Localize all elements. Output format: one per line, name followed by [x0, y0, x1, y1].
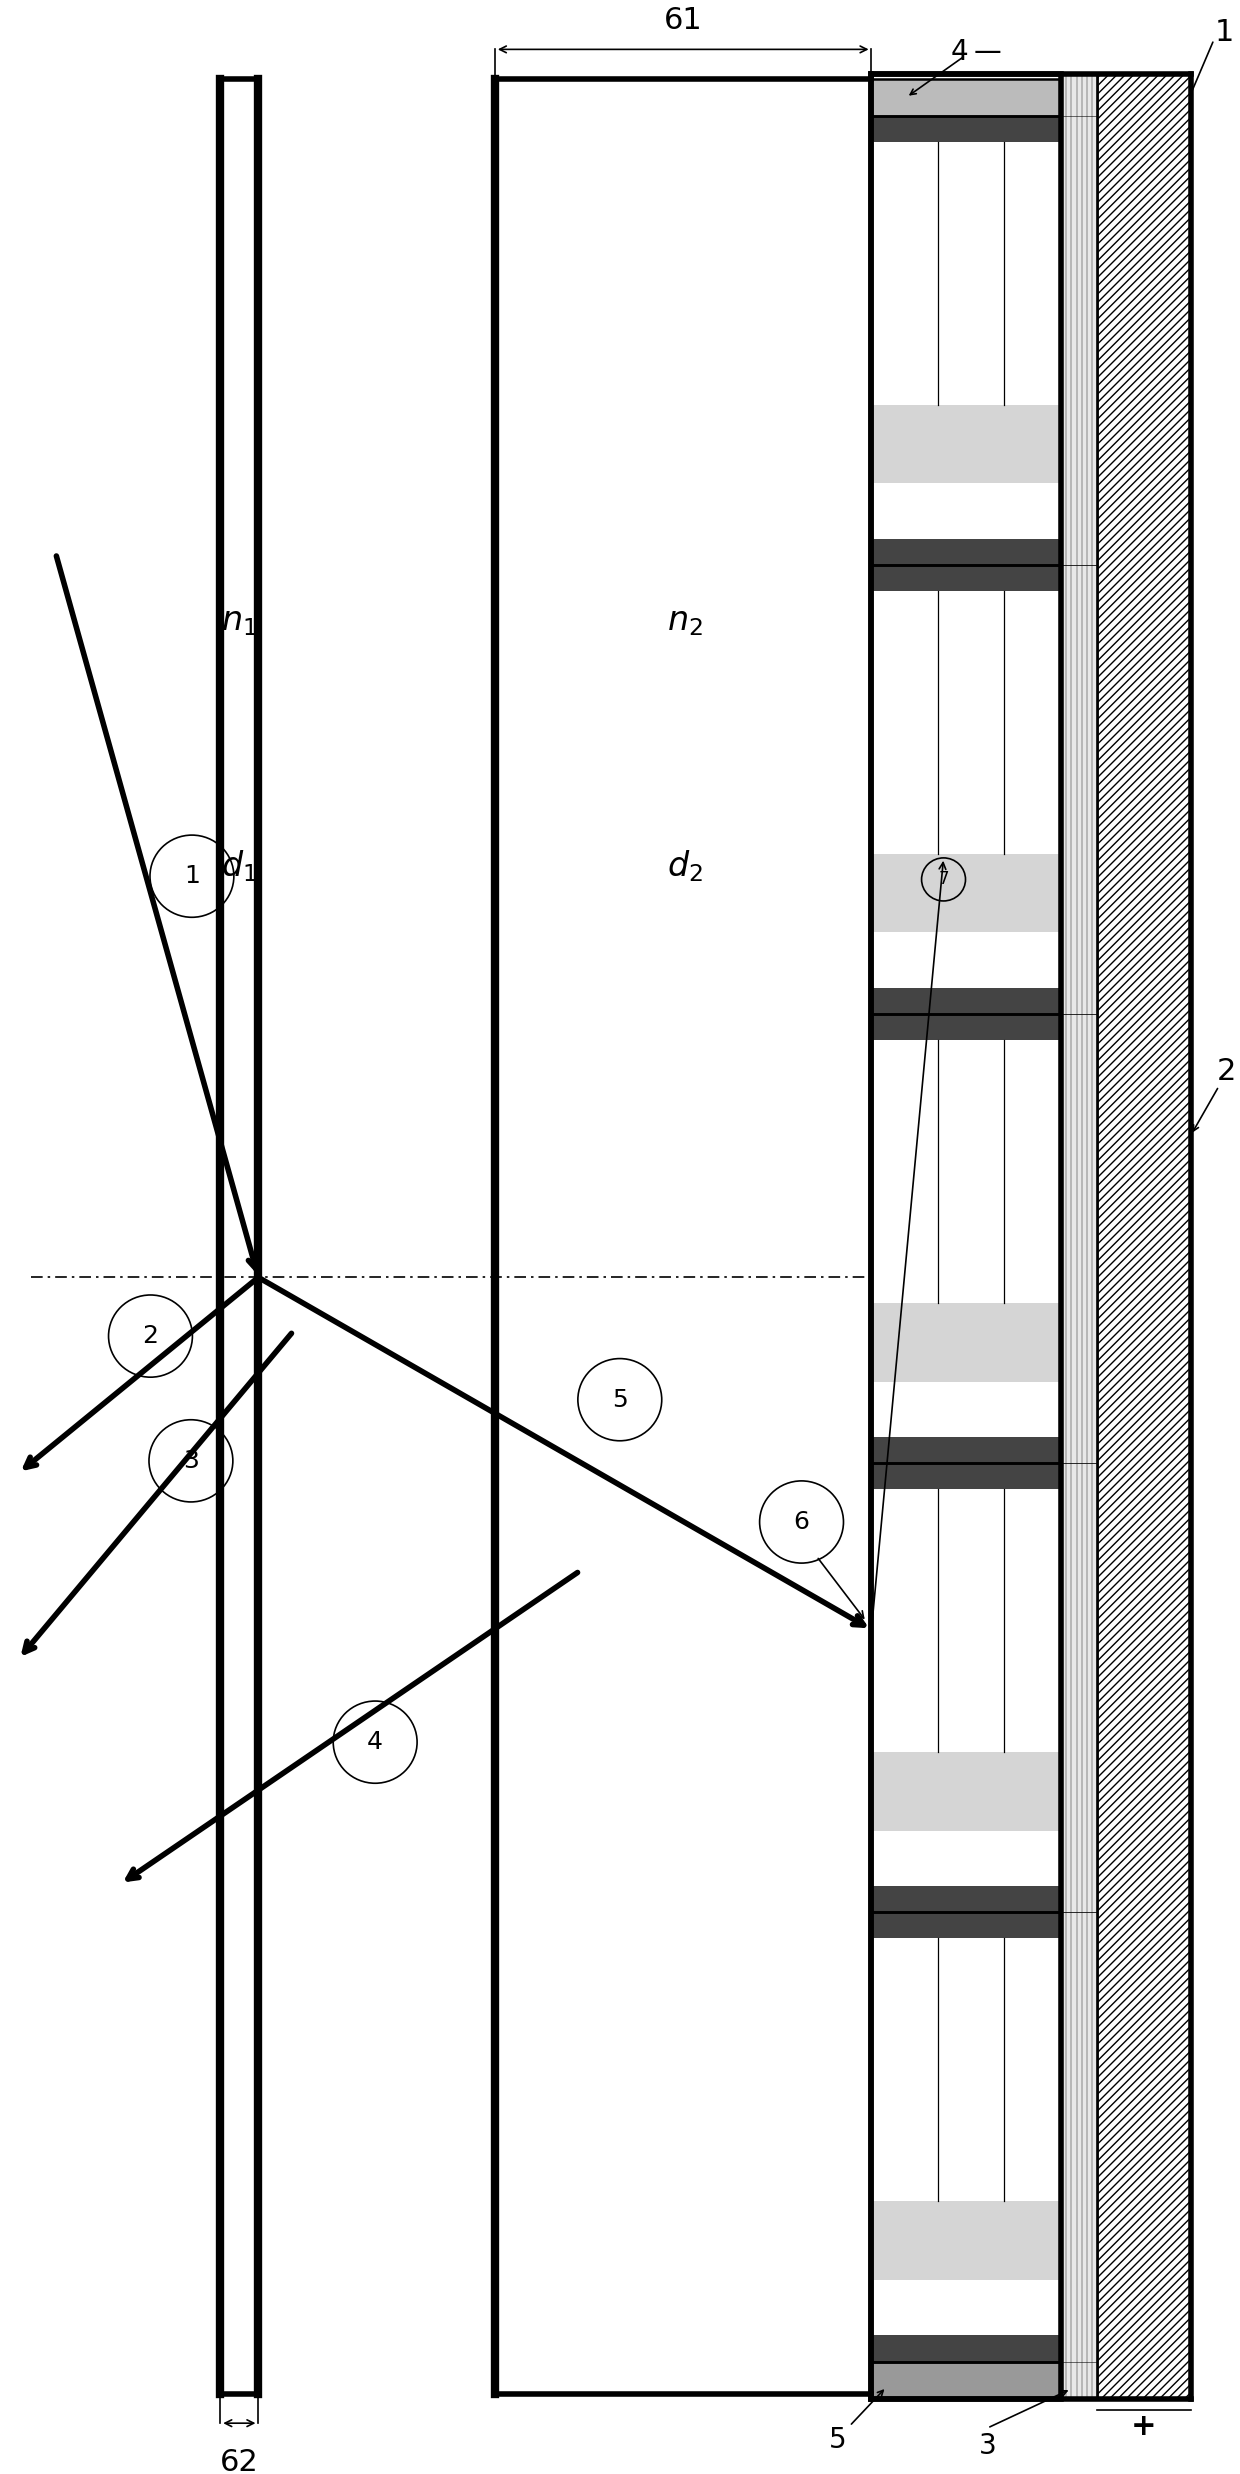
Bar	[872, 564, 1061, 591]
Bar	[872, 564, 1061, 1014]
Text: 61: 61	[663, 5, 703, 35]
Text: $d_1$: $d_1$	[222, 849, 258, 883]
Bar	[872, 1752, 1061, 1831]
Bar	[872, 1437, 1061, 1462]
Bar	[872, 1014, 1061, 1462]
Bar	[872, 1014, 1061, 1039]
Text: 5: 5	[611, 1388, 627, 1413]
Bar	[1097, 74, 1190, 2400]
Bar	[872, 1462, 1061, 1489]
Bar	[872, 2281, 1061, 2335]
Bar	[1061, 1912, 1097, 2363]
Text: 4: 4	[367, 1729, 383, 1754]
Bar	[872, 482, 1061, 539]
Text: 4: 4	[951, 37, 968, 67]
Bar	[872, 2202, 1061, 2281]
Text: 1: 1	[184, 863, 200, 888]
Bar	[872, 1489, 1061, 1752]
Text: 62: 62	[219, 2447, 259, 2474]
Bar	[872, 2335, 1061, 2363]
Bar	[872, 74, 1061, 2400]
Bar	[872, 933, 1061, 987]
Bar	[872, 1912, 1061, 2363]
Bar	[872, 141, 1061, 406]
Bar	[872, 1304, 1061, 1380]
Bar	[872, 1831, 1061, 1885]
Text: $n_2$: $n_2$	[667, 606, 703, 638]
Bar	[872, 1380, 1061, 1437]
Text: 2: 2	[1218, 1056, 1236, 1086]
Bar	[872, 1039, 1061, 1304]
Bar	[872, 1912, 1061, 1940]
Text: 1: 1	[1214, 17, 1234, 47]
Text: 7: 7	[939, 871, 949, 888]
Bar	[1061, 116, 1097, 564]
Bar	[872, 1462, 1061, 1912]
Bar	[872, 116, 1061, 141]
Bar	[872, 539, 1061, 564]
Bar	[1097, 74, 1190, 2400]
Bar	[872, 2363, 1061, 2400]
Text: 6: 6	[794, 1509, 810, 1534]
Text: 3: 3	[978, 2432, 996, 2459]
Bar	[1061, 564, 1097, 1014]
Text: —: —	[973, 37, 1001, 67]
Bar	[872, 79, 1061, 116]
Bar	[872, 116, 1061, 564]
Text: +: +	[1131, 2412, 1157, 2442]
Text: 5: 5	[828, 2427, 847, 2454]
Text: $n_1$: $n_1$	[222, 606, 258, 638]
Text: 3: 3	[184, 1450, 198, 1472]
Bar	[872, 1885, 1061, 1912]
Bar	[1061, 1014, 1097, 1462]
Text: $d_2$: $d_2$	[667, 849, 703, 883]
Bar	[872, 406, 1061, 482]
Bar	[872, 1940, 1061, 2202]
Bar	[872, 854, 1061, 933]
Bar	[1061, 74, 1097, 2400]
Bar	[872, 987, 1061, 1014]
Bar	[1061, 1462, 1097, 1912]
Text: 2: 2	[143, 1324, 159, 1348]
Bar	[872, 591, 1061, 854]
